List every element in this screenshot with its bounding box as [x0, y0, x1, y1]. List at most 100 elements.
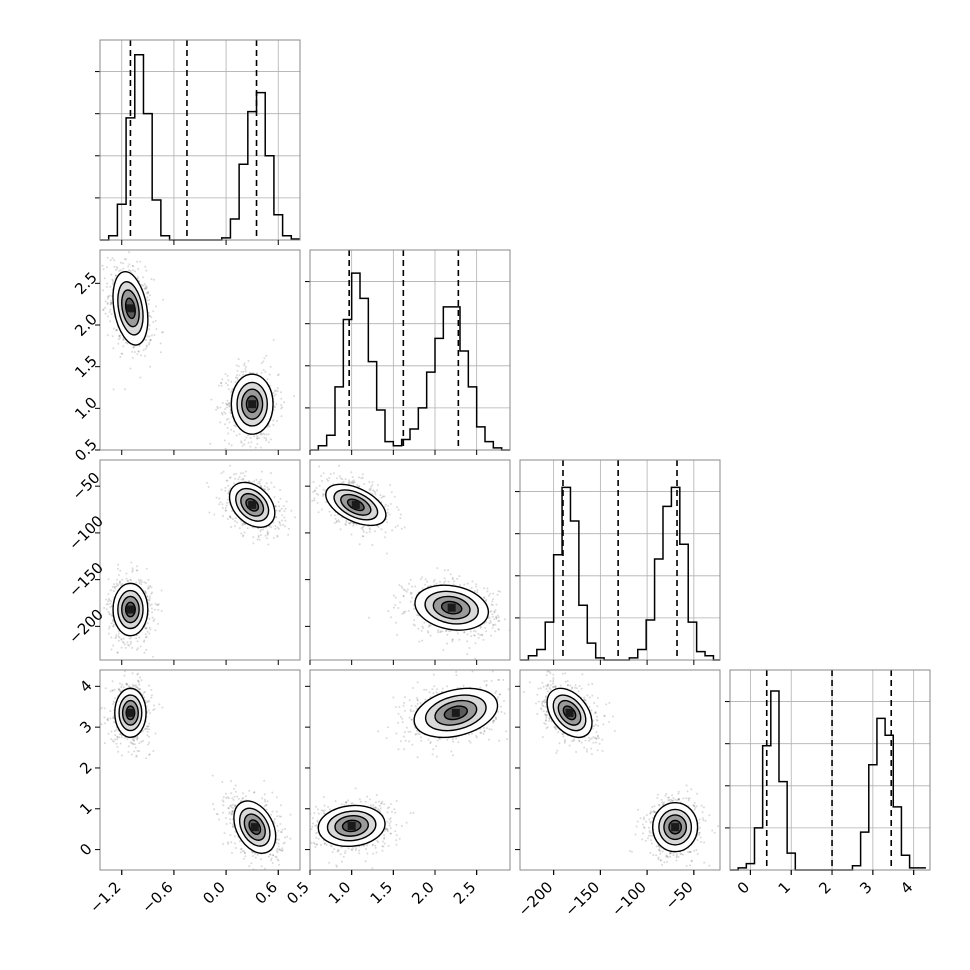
scatter-point: [266, 486, 269, 489]
scatter-point: [481, 634, 484, 637]
scatter-point: [231, 518, 234, 520]
scatter-point: [468, 647, 471, 649]
scatter-point: [218, 384, 220, 387]
scatter-point: [233, 482, 236, 485]
scatter-point: [272, 537, 275, 539]
scatter-point: [116, 738, 119, 741]
scatter-point: [118, 736, 121, 739]
scatter-point: [224, 408, 227, 411]
scatter-point: [106, 718, 109, 721]
scatter-point: [267, 433, 270, 436]
scatter-point: [403, 526, 406, 529]
scatter-point: [259, 478, 262, 481]
scatter-point: [490, 603, 493, 606]
scatter-point: [144, 627, 147, 630]
scatter-point: [142, 691, 145, 694]
scatter-point: [145, 567, 148, 570]
scatter-point: [370, 485, 373, 488]
scatter-point: [490, 634, 493, 637]
scatter-point: [228, 402, 231, 405]
scatter-point: [104, 722, 106, 725]
scatter-point: [148, 617, 151, 620]
scatter-point: [125, 258, 128, 261]
scatter-point: [290, 509, 293, 512]
scatter-point: [128, 263, 131, 266]
scatter-point: [143, 696, 146, 699]
scatter-point: [110, 738, 113, 741]
scatter-point: [139, 645, 142, 648]
scatter-point: [276, 420, 278, 422]
scatter-point: [109, 613, 112, 616]
scatter-point: [470, 587, 473, 589]
scatter-point: [119, 569, 122, 572]
scatter-point: [362, 525, 365, 528]
scatter-point: [267, 441, 270, 444]
scatter-point: [108, 627, 111, 630]
scatter-point: [443, 569, 446, 572]
scatter-point: [114, 734, 117, 737]
scatter-point: [145, 648, 148, 651]
scatter-point: [497, 628, 500, 631]
scatter-point: [459, 584, 461, 587]
scatter-point: [132, 346, 135, 349]
scatter-point: [120, 736, 123, 739]
scatter-point: [229, 516, 232, 519]
scatter-point: [97, 639, 99, 641]
scatter-point: [138, 742, 141, 745]
scatter-point: [313, 489, 316, 492]
scatter-point: [153, 334, 156, 336]
scatter-point: [142, 729, 145, 732]
scatter-point: [132, 346, 135, 349]
scatter-point: [103, 607, 106, 609]
scatter-point: [114, 268, 117, 271]
scatter-point: [143, 651, 146, 654]
scatter-point: [223, 411, 226, 414]
scatter-point: [112, 620, 115, 623]
scatter-point: [313, 497, 316, 500]
scatter-point: [155, 328, 158, 330]
scatter-point: [109, 602, 112, 605]
scatter-point: [278, 838, 280, 841]
scatter-point: [234, 517, 237, 519]
scatter-point: [482, 638, 485, 641]
scatter-point: [318, 465, 321, 468]
scatter-point: [253, 435, 256, 438]
scatter-point: [109, 710, 112, 713]
scatter-point: [116, 651, 119, 654]
scatter-point: [131, 567, 134, 570]
scatter-point: [244, 855, 247, 858]
scatter-point: [333, 472, 335, 475]
scatter-point: [322, 488, 325, 491]
scatter-point: [133, 743, 136, 746]
scatter-panel-1-2: [305, 459, 511, 665]
scatter-panel-0-3: [99, 669, 301, 875]
scatter-point: [129, 367, 132, 370]
scatter-point: [226, 427, 229, 429]
scatter-point: [113, 265, 116, 268]
scatter-point: [112, 388, 115, 391]
scatter-point: [112, 739, 114, 742]
scatter-point: [330, 514, 333, 517]
scatter-point: [283, 516, 286, 519]
scatter-point: [227, 432, 230, 435]
scatter-point: [305, 476, 307, 478]
scatter-point: [147, 699, 150, 702]
scatter-point: [262, 528, 264, 531]
scatter-point: [302, 493, 304, 495]
scatter-point: [463, 583, 466, 586]
scatter-point: [134, 270, 136, 273]
scatter-point: [146, 587, 149, 590]
scatter-point: [491, 626, 494, 629]
scatter-point: [119, 355, 122, 358]
scatter-point: [145, 582, 147, 584]
scatter-point: [368, 527, 371, 530]
scatter-point: [234, 804, 237, 807]
scatter-point: [484, 600, 487, 602]
scatter-point: [149, 584, 152, 587]
scatter-point: [222, 470, 225, 473]
scatter-point: [479, 625, 482, 628]
scatter-point: [262, 360, 265, 363]
scatter-point: [269, 438, 272, 441]
scatter-point: [111, 335, 114, 338]
scatter-point: [429, 634, 432, 637]
